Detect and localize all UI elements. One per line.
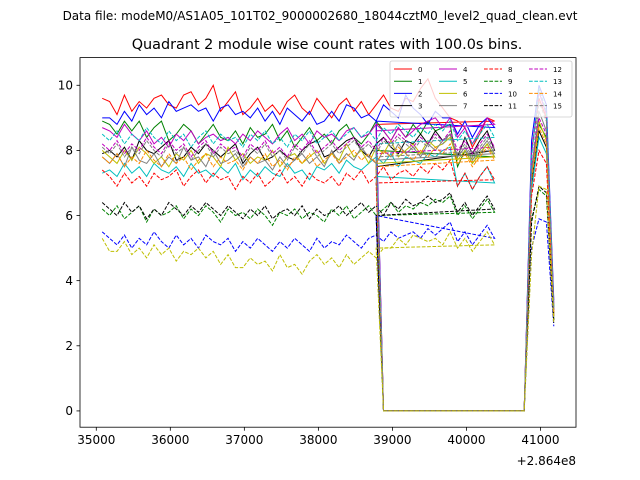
y-tick-label: 2	[65, 339, 73, 353]
legend-label-12: 12	[553, 66, 562, 74]
legend-label-1: 1	[418, 78, 422, 86]
series-layer	[101, 77, 555, 412]
y-tick-label: 8	[65, 144, 73, 158]
legend-label-14: 14	[553, 90, 562, 98]
legend-label-4: 4	[463, 66, 468, 74]
x-tick-label: 37000	[225, 433, 263, 447]
legend-label-0: 0	[418, 66, 422, 74]
y-tick-label: 10	[58, 79, 73, 93]
series-line-extra-dashed	[101, 185, 555, 412]
x-tick-label: 40000	[447, 433, 485, 447]
series-line-2	[102, 85, 555, 412]
series-line-14-dashed	[101, 125, 555, 412]
x-axis: 35000 36000 37000 38000 39000 40000 41000	[77, 427, 560, 447]
data-file-header: Data file: modeM0/AS1A05_101T02_90000026…	[63, 9, 578, 23]
legend-label-5: 5	[463, 78, 467, 86]
y-tick-label: 6	[65, 209, 73, 223]
x-offset-label: +2.864e8	[517, 454, 576, 468]
y-tick-label: 0	[65, 404, 73, 418]
series-line-15-dashed	[101, 101, 555, 412]
x-tick-label: 41000	[521, 433, 559, 447]
plot-frame	[79, 57, 577, 428]
series-line-8-dashed	[101, 148, 555, 412]
x-tick-label: 39000	[373, 433, 411, 447]
legend-label-10: 10	[508, 90, 517, 98]
plot-area	[79, 57, 577, 428]
series-line-13-dashed	[101, 88, 555, 412]
series-line-5	[102, 135, 555, 412]
legend-label-7: 7	[463, 103, 467, 111]
legend-label-3: 3	[418, 103, 422, 111]
legend-label-11: 11	[508, 103, 517, 111]
legend-box	[389, 60, 573, 118]
x-tick-label: 35000	[77, 433, 115, 447]
y-tick-label: 4	[65, 274, 73, 288]
series-line-11-dashed	[101, 185, 555, 412]
x-tick-label: 38000	[299, 433, 337, 447]
chart-title: Quadrant 2 module wise count rates with …	[132, 37, 523, 53]
series-line-0	[102, 77, 555, 412]
legend-label-15: 15	[553, 103, 562, 111]
legend-label-2: 2	[418, 90, 422, 98]
series-line-12-dashed	[101, 116, 555, 412]
legend-label-8: 8	[508, 66, 512, 74]
legend-label-6: 6	[463, 90, 468, 98]
x-tick-label: 36000	[151, 433, 189, 447]
y-axis: 0 2 4 6 8 10	[58, 79, 80, 418]
legend-label-9: 9	[508, 78, 512, 86]
legend-label-13: 13	[553, 78, 562, 86]
series-line-9-dashed	[101, 188, 555, 412]
